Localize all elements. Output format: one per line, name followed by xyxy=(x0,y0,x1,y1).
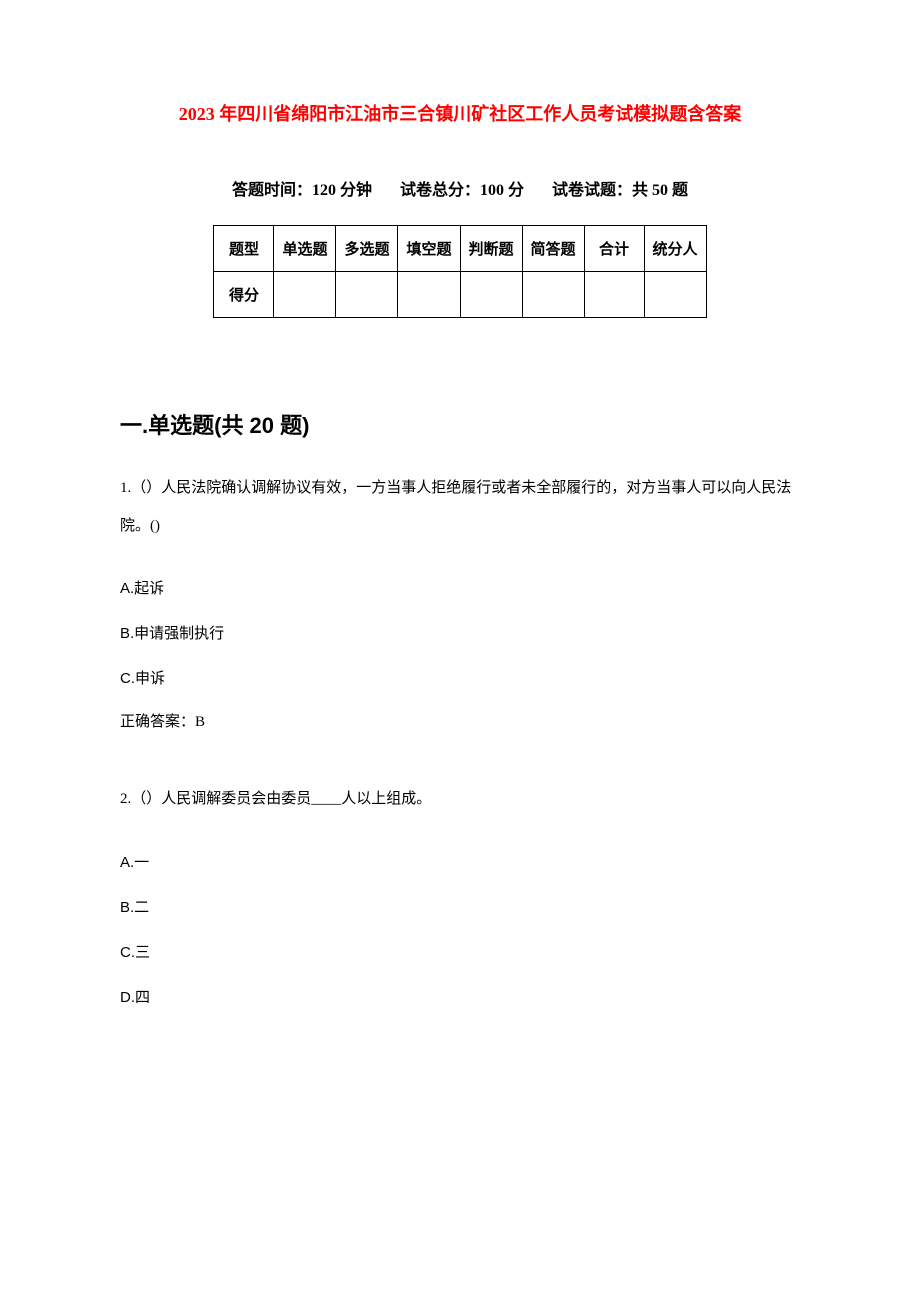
exam-time: 答题时间：120 分钟 xyxy=(232,182,372,199)
table-header-cell: 填空题 xyxy=(398,226,460,272)
table-score-cell xyxy=(336,272,398,318)
option-c: C.申诉 xyxy=(120,665,800,692)
exam-info-bar: 答题时间：120 分钟 试卷总分：100 分 试卷试题：共 50 题 xyxy=(120,176,800,200)
option-b: B.二 xyxy=(120,894,800,921)
question-number: 2. xyxy=(120,791,131,807)
table-header-cell: 简答题 xyxy=(522,226,584,272)
table-score-cell xyxy=(644,272,706,318)
question-body: （）人民法院确认调解协议有效，一方当事人拒绝履行或者未全部履行的，对方当事人可以… xyxy=(120,480,791,534)
option-b: B.申请强制执行 xyxy=(120,620,800,647)
table-header-cell: 单选题 xyxy=(274,226,336,272)
table-header-cell: 判断题 xyxy=(460,226,522,272)
table-score-row: 得分 xyxy=(214,272,706,318)
table-header-cell: 多选题 xyxy=(336,226,398,272)
question-body: （）人民调解委员会由委员____人以上组成。 xyxy=(131,791,431,807)
correct-answer: 正确答案：B xyxy=(120,710,800,731)
table-row-label: 得分 xyxy=(214,272,274,318)
question-number: 1. xyxy=(120,480,131,496)
option-c: C.三 xyxy=(120,939,800,966)
table-header-cell: 统分人 xyxy=(644,226,706,272)
table-header-cell: 合计 xyxy=(584,226,644,272)
exam-total-score: 试卷总分：100 分 xyxy=(400,182,524,199)
table-score-cell xyxy=(274,272,336,318)
table-score-cell xyxy=(398,272,460,318)
exam-question-count: 试卷试题：共 50 题 xyxy=(552,182,688,199)
table-score-cell xyxy=(584,272,644,318)
question-text: 1.（）人民法院确认调解协议有效，一方当事人拒绝履行或者未全部履行的，对方当事人… xyxy=(120,470,800,545)
question-text: 2.（）人民调解委员会由委员____人以上组成。 xyxy=(120,781,800,819)
question-block: 1.（）人民法院确认调解协议有效，一方当事人拒绝履行或者未全部履行的，对方当事人… xyxy=(120,470,800,731)
question-block: 2.（）人民调解委员会由委员____人以上组成。 A.一 B.二 C.三 D.四 xyxy=(120,781,800,1011)
option-a: A.起诉 xyxy=(120,575,800,602)
option-a: A.一 xyxy=(120,849,800,876)
table-header-row: 题型 单选题 多选题 填空题 判断题 简答题 合计 统分人 xyxy=(214,226,706,272)
table-header-cell: 题型 xyxy=(214,226,274,272)
score-table: 题型 单选题 多选题 填空题 判断题 简答题 合计 统分人 得分 xyxy=(213,225,706,318)
exam-title: 2023 年四川省绵阳市江油市三合镇川矿社区工作人员考试模拟题含答案 xyxy=(120,100,800,126)
table-score-cell xyxy=(522,272,584,318)
section-title: 一.单选题(共 20 题) xyxy=(120,408,800,440)
table-score-cell xyxy=(460,272,522,318)
option-d: D.四 xyxy=(120,984,800,1011)
